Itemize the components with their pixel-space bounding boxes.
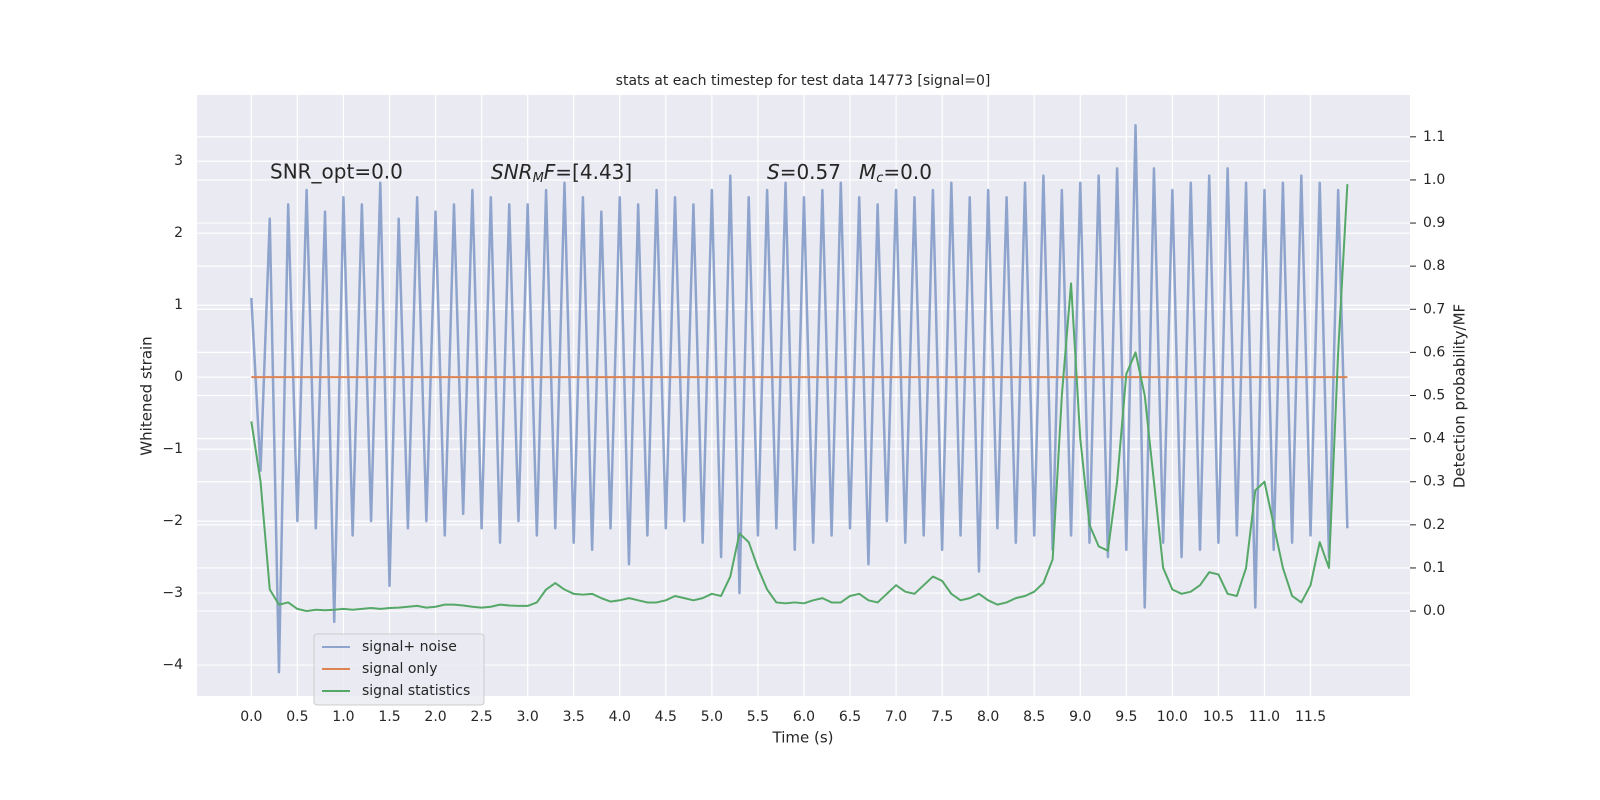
y2-axis-label: Detection probability/MF [1451,304,1469,488]
y2-tick-label: 1.0 [1423,172,1445,188]
y-tick-label: −4 [162,657,183,673]
legend-label: signal+ noise [362,639,457,655]
annotation: SNR_opt=0.0 [270,160,403,184]
annotation: SNRMF=[4.43] [491,160,632,186]
x-tick-label: 6.0 [793,709,815,725]
x-tick-label: 7.0 [885,709,907,725]
annotation-part: M [859,160,876,184]
annotation-part: M [533,171,544,186]
x-tick-label: 6.5 [839,709,861,725]
legend-label: signal only [362,661,437,677]
annotation-part: =0.0 [883,160,932,184]
y2-tick-label: 0.9 [1423,215,1445,231]
y2-tick-label: 0.6 [1423,344,1445,360]
x-tick-label: 11.5 [1295,709,1326,725]
annotation-part: =[4.43] [555,160,632,184]
annotation-part: S [767,160,780,184]
y-tick-label: 0 [174,369,183,385]
y2-tick-label: 0.4 [1423,431,1445,447]
x-tick-label: 11.0 [1249,709,1280,725]
y-tick-label: 3 [174,153,183,169]
y-tick-label: −3 [162,585,183,601]
x-tick-label: 5.0 [701,709,723,725]
annotation: Mc=0.0 [859,160,932,186]
y-tick-label: −1 [162,441,183,457]
annotation-part: c [876,171,883,186]
y-tick-label: 1 [174,297,183,313]
x-tick-label: 9.5 [1115,709,1137,725]
annotation: S=0.57 [767,160,841,184]
x-tick-label: 10.5 [1203,709,1234,725]
annotation-part: SNR [491,160,533,184]
y2-tick-label: 0.5 [1423,388,1445,404]
x-tick-label: 8.5 [1023,709,1045,725]
x-tick-label: 7.5 [931,709,953,725]
y2-tick-label: 1.1 [1423,129,1445,145]
y2-tick-label: 0.1 [1423,560,1445,576]
x-tick-label: 4.5 [655,709,677,725]
series-line [250,184,1349,613]
x-tick-label: 2.0 [424,709,446,725]
y-tick-label: −2 [162,513,183,529]
series-line [250,123,1349,674]
x-tick-label: 2.5 [470,709,492,725]
x-tick-label: 0.0 [240,709,262,725]
chart-title: stats at each timestep for test data 147… [616,73,991,89]
x-tick-label: 5.5 [747,709,769,725]
y-tick-label: 2 [174,225,183,241]
x-axis-label: Time (s) [772,729,834,747]
x-tick-label: 0.5 [286,709,308,725]
x-tick-label: 9.0 [1069,709,1091,725]
x-tick-label: 1.0 [332,709,354,725]
x-tick-label: 3.5 [563,709,585,725]
annotation-part: F [544,160,556,184]
x-tick-label: 10.0 [1157,709,1188,725]
x-tick-label: 3.0 [517,709,539,725]
y2-tick-label: 0.8 [1423,258,1445,274]
x-tick-label: 1.5 [378,709,400,725]
y2-tick-label: 0.3 [1423,474,1445,490]
x-tick-label: 8.0 [977,709,999,725]
annotation-part: =0.57 [780,160,841,184]
y2-tick-label: 0.2 [1423,517,1445,533]
y2-tick-label: 0.7 [1423,301,1445,317]
y-axis-label: Whitened strain [138,336,156,455]
legend-box [313,633,485,706]
legend-label: signal statistics [362,683,470,699]
y2-tick-label: 0.0 [1423,603,1445,619]
x-tick-label: 4.0 [609,709,631,725]
